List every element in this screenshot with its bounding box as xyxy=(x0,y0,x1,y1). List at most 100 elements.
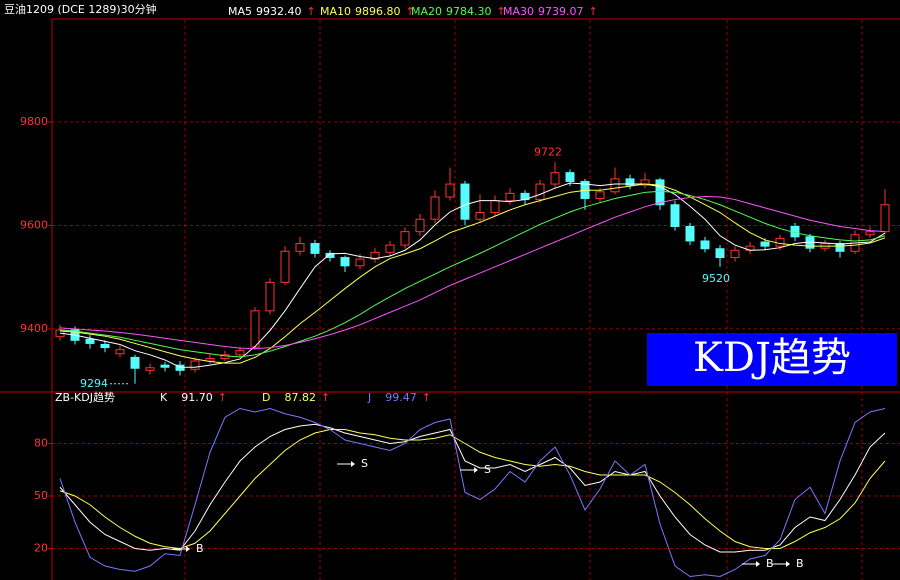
trend-arrow: ↑ xyxy=(321,391,330,404)
signal-label: S xyxy=(484,463,491,476)
candle-body xyxy=(85,338,95,344)
candle-body xyxy=(655,179,665,206)
legend-name: MA10 xyxy=(320,5,351,18)
candle-body xyxy=(310,243,320,254)
candle-body xyxy=(460,183,470,220)
legend-value: 9932.40 xyxy=(256,5,302,18)
candle-body xyxy=(370,251,380,260)
trend-arrow: ↑ xyxy=(307,5,316,18)
y-tick-label: 50 xyxy=(34,489,48,502)
trend-arrow: ↑ xyxy=(218,391,227,404)
legend-value: 87.82 xyxy=(284,391,316,404)
candle-body xyxy=(835,243,845,252)
legend-name: J xyxy=(367,391,371,404)
candle-body xyxy=(205,357,215,362)
y-tick-label: 80 xyxy=(34,437,48,450)
price-annotation: 9520 xyxy=(702,272,730,285)
candle-body xyxy=(145,367,155,371)
candle-body xyxy=(880,204,890,233)
legend-value: 9739.07 xyxy=(538,5,584,18)
candle-body xyxy=(400,231,410,246)
candle-body xyxy=(235,350,245,356)
badge-box xyxy=(647,333,897,386)
candle-body xyxy=(175,364,185,371)
candle-body xyxy=(325,252,335,259)
series-line xyxy=(59,407,886,578)
y-tick-label: 9600 xyxy=(20,218,48,231)
legend-name: MA5 xyxy=(228,5,252,18)
series-line xyxy=(59,190,886,358)
candle-body xyxy=(610,178,620,193)
candle-body xyxy=(475,212,485,220)
candle-body xyxy=(115,349,125,355)
candle-body xyxy=(565,172,575,182)
candle-body xyxy=(535,183,545,201)
y-tick-label: 9400 xyxy=(20,322,48,335)
candle-body xyxy=(505,192,515,202)
trend-arrow: ↑ xyxy=(406,5,415,18)
candle-body xyxy=(355,258,365,267)
trend-arrow: ↑ xyxy=(497,5,506,18)
price-annotation: 9722 xyxy=(534,145,562,158)
signal-label: B xyxy=(196,542,204,555)
legend-name: K xyxy=(160,391,168,404)
candle-body xyxy=(700,240,710,250)
candle-body xyxy=(760,241,770,247)
trend-arrow: ↑ xyxy=(589,5,598,18)
candle-body xyxy=(250,310,260,348)
candle-body xyxy=(160,364,170,368)
signal-label: B xyxy=(766,557,774,570)
candle-body xyxy=(100,343,110,349)
candle-body xyxy=(265,281,275,312)
series-line xyxy=(59,429,886,550)
signal-arrowhead xyxy=(786,561,790,567)
legend-name: D xyxy=(262,391,270,404)
series-line xyxy=(59,423,886,553)
candle-body xyxy=(685,225,695,242)
candle-body xyxy=(595,191,605,200)
candle-body xyxy=(670,204,680,227)
candle-body xyxy=(625,178,635,186)
legend-value: 9784.30 xyxy=(446,5,492,18)
candle-body xyxy=(130,356,140,369)
kdj-title: ZB-KDJ趋势 xyxy=(55,391,115,404)
candle-body xyxy=(430,196,440,220)
candle-body xyxy=(550,172,560,185)
trend-arrow: ↑ xyxy=(422,391,431,404)
legend-value: 91.70 xyxy=(181,391,213,404)
series-line xyxy=(59,182,886,368)
candle-body xyxy=(385,244,395,253)
legend-name: MA30 xyxy=(503,5,534,18)
candle-body xyxy=(490,200,500,214)
candle-body xyxy=(295,243,305,252)
candle-body xyxy=(190,360,200,370)
legend-value: 99.47 xyxy=(385,391,417,404)
signal-arrowhead xyxy=(756,561,760,567)
price-annotation: 9294 xyxy=(80,377,108,390)
legend-value: 9896.80 xyxy=(355,5,401,18)
candle-body xyxy=(640,179,650,186)
candle-body xyxy=(340,257,350,267)
signal-label: S xyxy=(361,457,368,470)
candle-body xyxy=(865,231,875,236)
badge: KDJ趋势 xyxy=(693,335,851,381)
chart-title: 豆油1209 (DCE 1289)30分钟 xyxy=(4,2,157,16)
y-tick-label: 20 xyxy=(34,542,48,555)
signal-arrowhead xyxy=(186,546,190,552)
candle-body xyxy=(445,183,455,198)
series-line xyxy=(59,195,886,350)
frame xyxy=(0,18,900,580)
candle-body xyxy=(280,250,290,283)
y-tick-label: 9800 xyxy=(20,115,48,128)
series-line xyxy=(59,183,886,364)
candle-body xyxy=(715,248,725,259)
signal-arrowhead xyxy=(351,461,355,467)
signal-label: B xyxy=(796,557,804,570)
candle-body xyxy=(415,218,425,233)
candle-body xyxy=(775,237,785,247)
candle-body xyxy=(730,249,740,259)
legend-name: MA20 xyxy=(411,5,442,18)
signal-arrowhead xyxy=(474,467,478,473)
